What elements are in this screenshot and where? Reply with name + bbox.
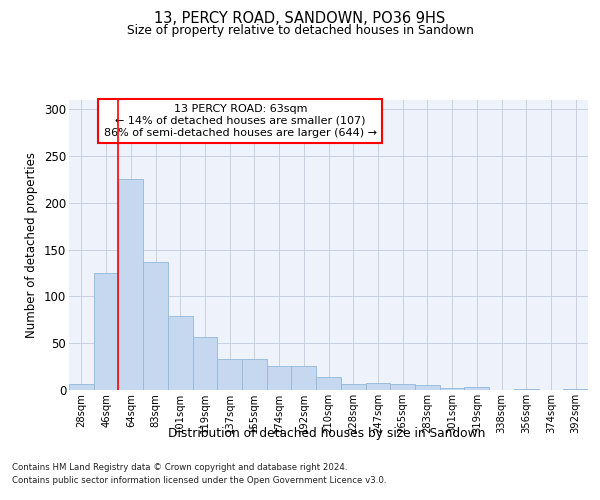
- Text: Size of property relative to detached houses in Sandown: Size of property relative to detached ho…: [127, 24, 473, 37]
- Bar: [217, 359, 242, 390]
- Bar: [390, 384, 415, 390]
- Text: Distribution of detached houses by size in Sandown: Distribution of detached houses by size …: [169, 428, 485, 440]
- Bar: [440, 388, 464, 390]
- Bar: [267, 366, 292, 390]
- Bar: [193, 336, 217, 390]
- Text: Contains public sector information licensed under the Open Government Licence v3: Contains public sector information licen…: [12, 476, 386, 485]
- Bar: [292, 366, 316, 390]
- Bar: [69, 384, 94, 390]
- Text: 13 PERCY ROAD: 63sqm
← 14% of detached houses are smaller (107)
86% of semi-deta: 13 PERCY ROAD: 63sqm ← 14% of detached h…: [104, 104, 377, 138]
- Bar: [464, 387, 489, 390]
- Bar: [341, 384, 365, 390]
- Bar: [415, 386, 440, 390]
- Text: 13, PERCY ROAD, SANDOWN, PO36 9HS: 13, PERCY ROAD, SANDOWN, PO36 9HS: [154, 11, 446, 26]
- Bar: [94, 273, 118, 390]
- Bar: [118, 178, 143, 390]
- Bar: [514, 389, 539, 390]
- Text: Contains HM Land Registry data © Crown copyright and database right 2024.: Contains HM Land Registry data © Crown c…: [12, 462, 347, 471]
- Bar: [242, 359, 267, 390]
- Bar: [316, 377, 341, 390]
- Bar: [143, 262, 168, 390]
- Bar: [563, 389, 588, 390]
- Bar: [168, 316, 193, 390]
- Bar: [365, 382, 390, 390]
- Y-axis label: Number of detached properties: Number of detached properties: [25, 152, 38, 338]
